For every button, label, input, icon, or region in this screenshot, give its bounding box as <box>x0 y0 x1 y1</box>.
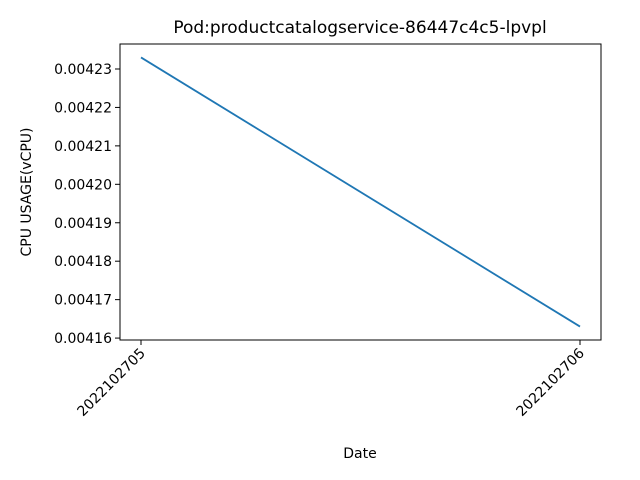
plot-area-frame <box>119 43 602 341</box>
y-tick-label: 0.00420 <box>54 177 112 193</box>
y-tick-label: 0.00422 <box>54 100 112 116</box>
y-tick-label: 0.00417 <box>54 293 112 309</box>
y-tick-label: 0.00418 <box>54 254 112 270</box>
series-line <box>140 56 581 328</box>
y-tick-label: 0.00421 <box>54 139 112 155</box>
y-axis: 0.00416 0.00417 0.00418 0.00419 0.00420 0.004… <box>54 62 120 347</box>
chart-title: Pod:productcatalogservice-86447c4c5-lpvp… <box>173 18 546 38</box>
x-axis: 2022102705 2022102706 <box>75 340 588 420</box>
y-tick-label: 0.00416 <box>54 331 112 347</box>
y-axis-label: CPU USAGE(vCPU) <box>19 127 35 256</box>
x-tick-label: 2022102705 <box>75 346 149 420</box>
y-tick-label: 0.00423 <box>54 62 112 78</box>
y-tick-label: 0.00419 <box>54 216 112 232</box>
x-tick-label: 2022102706 <box>514 345 588 419</box>
x-axis-label: Date <box>343 446 376 462</box>
